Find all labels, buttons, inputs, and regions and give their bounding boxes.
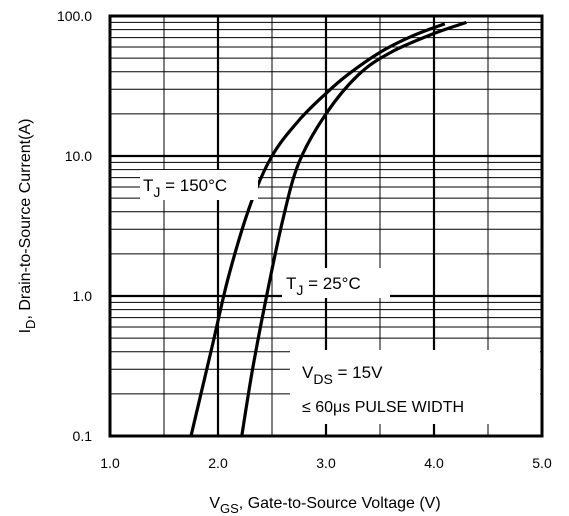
x-tick-label: 3.0 <box>316 455 336 471</box>
y-tick-label: 100.0 <box>57 8 92 24</box>
x-tick-label: 4.0 <box>424 455 444 471</box>
test-conditions-annotation: VDS = 15V ≤ 60μs PULSE WIDTH <box>290 350 540 424</box>
series-line-tj-25c <box>240 20 467 437</box>
y-axis-label: ID, Drain-to-Source Current(A) <box>17 119 38 334</box>
y-tick-label: 0.1 <box>73 428 93 444</box>
curves <box>189 20 467 437</box>
x-tick-label: 5.0 <box>532 455 552 471</box>
svg-text:TJ = 25°C: TJ = 25°C <box>286 274 361 298</box>
series-label-25c: TJ = 25°C <box>282 268 390 298</box>
grid <box>110 16 542 436</box>
plot-frame <box>108 14 544 438</box>
y-tick-label: 10.0 <box>65 148 92 164</box>
tick-labels: 1.0 2.0 3.0 4.0 5.0 0.1 1.0 10.0 100.0 <box>57 8 552 471</box>
x-tick-label: 2.0 <box>208 455 228 471</box>
series-line-tj-150c <box>189 22 446 437</box>
y-tick-label: 1.0 <box>73 288 93 304</box>
vds-condition: VDS = 15V <box>302 363 383 387</box>
x-tick-label: 1.0 <box>100 455 120 471</box>
svg-text:TJ = 150°C: TJ = 150°C <box>143 176 227 200</box>
x-axis-label: VGS, Gate-to-Source Voltage (V) <box>209 495 440 516</box>
pulse-width-condition: ≤ 60μs PULSE WIDTH <box>302 399 464 416</box>
series-label-150c: TJ = 150°C <box>140 170 258 200</box>
